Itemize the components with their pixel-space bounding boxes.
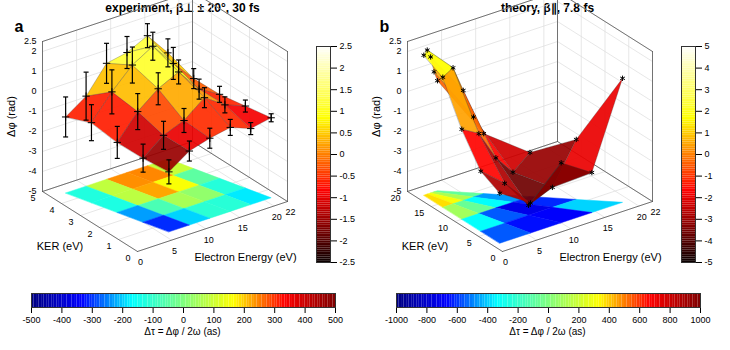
svg-text:-3: -3 <box>28 146 36 156</box>
svg-text:15: 15 <box>237 223 247 233</box>
svg-text:KER (eV): KER (eV) <box>401 240 447 252</box>
svg-text:-3: -3 <box>704 214 712 224</box>
svg-text:0: 0 <box>545 315 550 325</box>
svg-text:Δφ (rad): Δφ (rad) <box>5 96 17 137</box>
svg-text:2.5: 2.5 <box>388 36 401 46</box>
svg-text:-200: -200 <box>113 315 131 325</box>
svg-text:22: 22 <box>285 207 295 217</box>
svg-text:-4: -4 <box>704 235 712 245</box>
svg-text:0: 0 <box>502 257 507 267</box>
svg-text:a: a <box>14 18 23 35</box>
svg-text:0: 0 <box>31 86 36 96</box>
svg-text:-800: -800 <box>417 315 435 325</box>
svg-text:800: 800 <box>662 315 677 325</box>
svg-text:2: 2 <box>339 62 344 72</box>
html-text:experiment, β⊥ ± 20°, 30 fs: experiment, β⊥ ± 20°, 30 fs <box>105 1 260 15</box>
svg-text:20: 20 <box>390 193 400 204</box>
svg-text:-300: -300 <box>83 315 101 325</box>
svg-text:15: 15 <box>602 223 612 233</box>
svg-text:0: 0 <box>125 253 130 263</box>
svg-text:2: 2 <box>31 46 36 56</box>
svg-text:0.5: 0.5 <box>339 127 352 137</box>
svg-text:200: 200 <box>236 315 251 325</box>
svg-text:-0.5: -0.5 <box>339 170 355 180</box>
svg-text:400: 400 <box>297 315 312 325</box>
svg-text:4: 4 <box>704 62 709 72</box>
svg-text:5: 5 <box>537 246 542 256</box>
svg-text:200: 200 <box>571 315 586 325</box>
html-text:theory, β∥, 7.8 fs: theory, β∥, 7.8 fs <box>500 1 595 15</box>
svg-text:Δφ (rad): Δφ (rad) <box>370 96 382 137</box>
svg-text:-1: -1 <box>393 106 401 116</box>
svg-text:-5: -5 <box>704 257 712 267</box>
svg-text:3: 3 <box>68 217 73 227</box>
svg-text:5: 5 <box>466 238 471 248</box>
svg-text:4: 4 <box>49 205 54 215</box>
svg-text:2: 2 <box>704 106 709 116</box>
svg-text:Electron Energy (eV): Electron Energy (eV) <box>559 251 661 263</box>
svg-text:10: 10 <box>437 223 447 233</box>
svg-text:-600: -600 <box>448 315 466 325</box>
svg-text:b: b <box>379 18 389 35</box>
svg-text:2: 2 <box>396 46 401 56</box>
svg-text:-500: -500 <box>22 315 40 325</box>
svg-text:-1: -1 <box>704 170 712 180</box>
svg-text:-2: -2 <box>339 235 347 245</box>
svg-text:-400: -400 <box>478 315 496 325</box>
svg-text:Electron Energy (eV): Electron Energy (eV) <box>194 251 296 263</box>
svg-text:0: 0 <box>339 149 344 159</box>
svg-text:-1: -1 <box>28 106 36 116</box>
svg-text:500: 500 <box>327 315 342 325</box>
svg-text:100: 100 <box>206 315 221 325</box>
svg-text:KER (eV): KER (eV) <box>36 240 82 252</box>
svg-text:1000: 1000 <box>690 315 710 325</box>
svg-text:0: 0 <box>704 149 709 159</box>
svg-text:22: 22 <box>650 207 660 217</box>
svg-text:-100: -100 <box>144 315 162 325</box>
svg-text:-2.5: -2.5 <box>339 257 355 267</box>
svg-text:-4: -4 <box>393 166 401 176</box>
svg-text:1: 1 <box>106 241 111 251</box>
svg-text:-2: -2 <box>393 126 401 136</box>
svg-text:-5: -5 <box>28 186 36 196</box>
svg-text:-2: -2 <box>28 126 36 136</box>
svg-text:5: 5 <box>704 41 709 51</box>
svg-text:5: 5 <box>30 193 35 204</box>
svg-text:10: 10 <box>568 235 578 245</box>
svg-text:1: 1 <box>396 66 401 76</box>
html-text:Δτ = Δφ / 2ω (as): Δτ = Δφ / 2ω (as) <box>144 326 221 337</box>
svg-text:3: 3 <box>704 84 709 94</box>
svg-text:1: 1 <box>704 127 709 137</box>
svg-text:-5: -5 <box>393 186 401 196</box>
svg-text:0: 0 <box>180 315 185 325</box>
svg-text:-2: -2 <box>704 192 712 202</box>
svg-text:1: 1 <box>31 66 36 76</box>
svg-text:600: 600 <box>632 315 647 325</box>
svg-text:-1.5: -1.5 <box>339 214 355 224</box>
svg-text:1.5: 1.5 <box>339 84 352 94</box>
svg-text:20: 20 <box>271 212 281 222</box>
svg-text:20: 20 <box>636 212 646 222</box>
svg-text:1: 1 <box>339 106 344 116</box>
svg-text:-200: -200 <box>509 315 527 325</box>
svg-text:-3: -3 <box>393 146 401 156</box>
svg-text:-400: -400 <box>52 315 70 325</box>
svg-text:400: 400 <box>601 315 616 325</box>
svg-text:0: 0 <box>396 86 401 96</box>
svg-text:-1: -1 <box>339 192 347 202</box>
svg-text:15: 15 <box>414 208 424 218</box>
svg-text:2.5: 2.5 <box>23 36 36 46</box>
svg-text:-1000: -1000 <box>384 315 407 325</box>
svg-text:300: 300 <box>267 315 282 325</box>
svg-text:0: 0 <box>137 257 142 267</box>
svg-text:5: 5 <box>172 246 177 256</box>
html-text:Δτ = Δφ / 2ω (as): Δτ = Δφ / 2ω (as) <box>509 326 586 337</box>
svg-text:-4: -4 <box>28 166 36 176</box>
svg-text:2.5: 2.5 <box>339 41 352 51</box>
svg-text:0: 0 <box>490 253 495 263</box>
svg-text:10: 10 <box>203 235 213 245</box>
svg-text:2: 2 <box>87 229 92 239</box>
